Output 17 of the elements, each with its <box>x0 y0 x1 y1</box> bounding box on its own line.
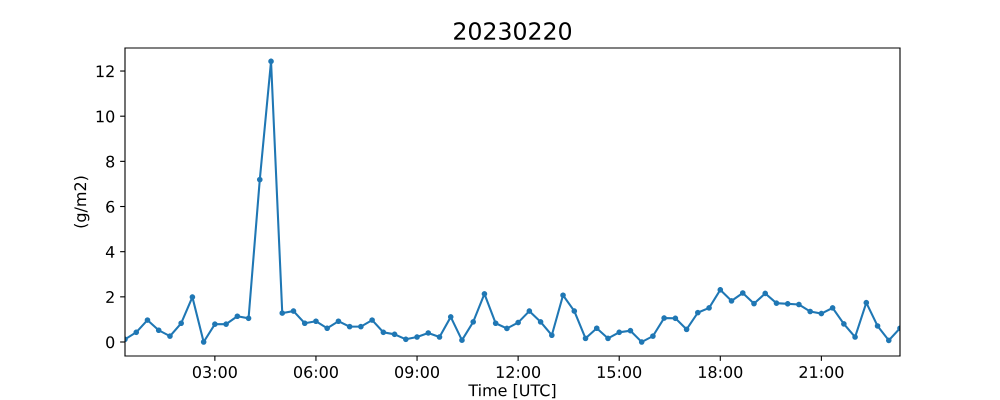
x-tick-label: 12:00 <box>496 366 540 378</box>
x-tick-label: 09:00 <box>395 366 439 378</box>
y-tick-label: 0 <box>106 336 114 348</box>
y-tick-label: 12 <box>96 65 114 78</box>
x-tick-label: 03:00 <box>192 366 237 378</box>
y-tick-label: 6 <box>106 200 114 213</box>
y-tick-label: 8 <box>106 156 114 168</box>
chart-title: 20230220 <box>454 22 572 40</box>
x-tick-label: 21:00 <box>800 366 844 378</box>
y-tick-label: 4 <box>106 246 114 258</box>
y-tick-label: 10 <box>96 110 114 122</box>
x-tick-label: 06:00 <box>294 366 338 378</box>
x-tick-label: 15:00 <box>598 366 642 378</box>
x-axis-title: Time [UTC] <box>468 384 556 398</box>
y-tick-label: 2 <box>106 291 114 303</box>
x-tick-label: 18:00 <box>699 366 742 378</box>
y-axis-title: (g/m2) <box>74 176 90 228</box>
